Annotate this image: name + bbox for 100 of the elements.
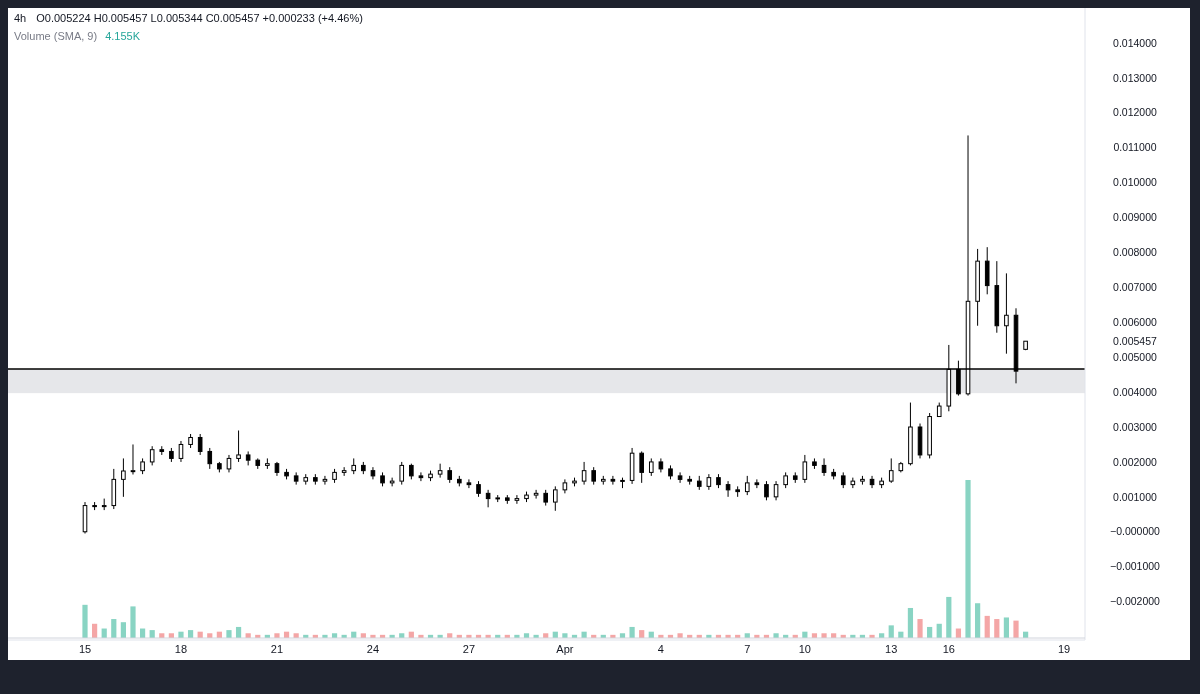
x-tick-label: 4	[657, 643, 664, 655]
candlestick	[706, 473, 712, 491]
y-tick-label: 0.007000	[1113, 281, 1158, 294]
y-tick-label: −0.002000	[1110, 595, 1161, 608]
candlestick	[687, 475, 692, 486]
y-tick-label: 0.014000	[1113, 36, 1158, 49]
candlestick	[332, 468, 337, 484]
candlestick	[533, 489, 539, 500]
candlestick	[313, 473, 318, 486]
candlestick	[783, 471, 788, 489]
candlestick	[169, 447, 174, 463]
candlestick	[159, 445, 165, 456]
bar	[120, 622, 126, 638]
candlestick	[725, 480, 731, 498]
candlestick	[591, 466, 596, 486]
bar	[965, 480, 971, 638]
candlestick	[716, 473, 721, 489]
candlestick	[399, 461, 405, 486]
candlestick	[639, 450, 644, 484]
candlestick	[361, 461, 366, 475]
candlestick	[322, 475, 328, 486]
bar	[1003, 617, 1010, 638]
bar	[773, 633, 779, 638]
bar	[581, 631, 587, 638]
candlestick	[629, 447, 635, 485]
y-tick-label: 0.009000	[1113, 211, 1158, 224]
y-tick-label: 0.003000	[1113, 420, 1158, 433]
candlestick	[130, 443, 136, 475]
candlestick	[648, 457, 654, 477]
candlestick	[812, 457, 817, 470]
candlestick	[754, 478, 760, 489]
candlestick	[562, 478, 568, 494]
candlestick	[994, 260, 1000, 334]
candlestick	[274, 461, 280, 477]
y-tick-label: 0.008000	[1113, 246, 1158, 259]
candlestick	[437, 463, 443, 479]
x-tick-label: 27	[462, 643, 476, 655]
candlestick	[677, 471, 683, 484]
x-tick-label: 16	[942, 643, 955, 655]
bar	[274, 633, 280, 638]
x-tick-label: 21	[270, 643, 284, 655]
bar	[821, 633, 827, 638]
bar	[907, 607, 914, 638]
y-tick-label: −0.001000	[1110, 560, 1161, 573]
candlestick	[188, 433, 193, 449]
y-tick-label: 0.005457	[1113, 334, 1158, 347]
candlestick	[975, 248, 980, 327]
bar	[888, 625, 894, 638]
candlestick	[514, 494, 520, 505]
candlestick	[466, 478, 472, 489]
candlestick	[293, 471, 299, 486]
y-tick-label: 0.012000	[1113, 106, 1158, 119]
chart-title: Volume (SMA, 9)	[14, 30, 98, 42]
candlestick	[351, 457, 357, 475]
y-tick-label: −0.000000	[1110, 525, 1161, 538]
candlestick	[1004, 272, 1009, 355]
chart-title: 4h	[14, 12, 27, 24]
candlestick	[485, 489, 491, 508]
y-tick-label: 0.006000	[1113, 315, 1158, 328]
candlestick	[610, 475, 616, 486]
y-tick-label: 0.002000	[1113, 455, 1158, 468]
x-tick-label: 7	[744, 643, 751, 655]
annotation: 4.155K	[105, 30, 141, 42]
candlestick	[226, 454, 232, 473]
candlestick	[207, 447, 213, 470]
candlestick	[140, 457, 145, 475]
bar	[82, 604, 88, 638]
x-tick-label: 10	[798, 643, 811, 655]
candlestick	[860, 475, 865, 486]
y-tick-label: 0.010000	[1113, 176, 1158, 189]
bar	[1013, 620, 1019, 638]
candlestick	[341, 466, 347, 477]
y-tick-label: 0.011000	[1113, 141, 1157, 154]
y-tick-label: 0.013000	[1113, 71, 1158, 84]
candlestick	[418, 471, 424, 482]
bar	[226, 630, 232, 638]
candlestick	[840, 471, 846, 489]
candlestick	[792, 471, 798, 484]
x-tick-label: 19	[1057, 643, 1071, 655]
candlestick	[265, 457, 270, 470]
y-tick-label: 0.005000	[1113, 350, 1158, 363]
bar	[111, 619, 117, 638]
candlestick	[735, 485, 740, 498]
candlestick	[111, 468, 117, 510]
bar	[629, 626, 635, 638]
candlestick	[658, 457, 664, 473]
candlestick	[917, 423, 923, 459]
candlestick	[121, 457, 126, 498]
x-tick-label: 18	[174, 643, 188, 655]
candlestick	[600, 475, 606, 486]
x-tick-label: 15	[78, 643, 92, 655]
x-tick-label: 13	[885, 643, 898, 655]
bar	[946, 596, 952, 638]
bar	[994, 619, 1000, 638]
x-tick-label: 24	[366, 643, 380, 655]
bar	[562, 633, 568, 638]
bar	[178, 631, 184, 638]
candlestick	[447, 466, 453, 484]
candlestick	[389, 477, 395, 487]
candlestick	[773, 480, 779, 501]
